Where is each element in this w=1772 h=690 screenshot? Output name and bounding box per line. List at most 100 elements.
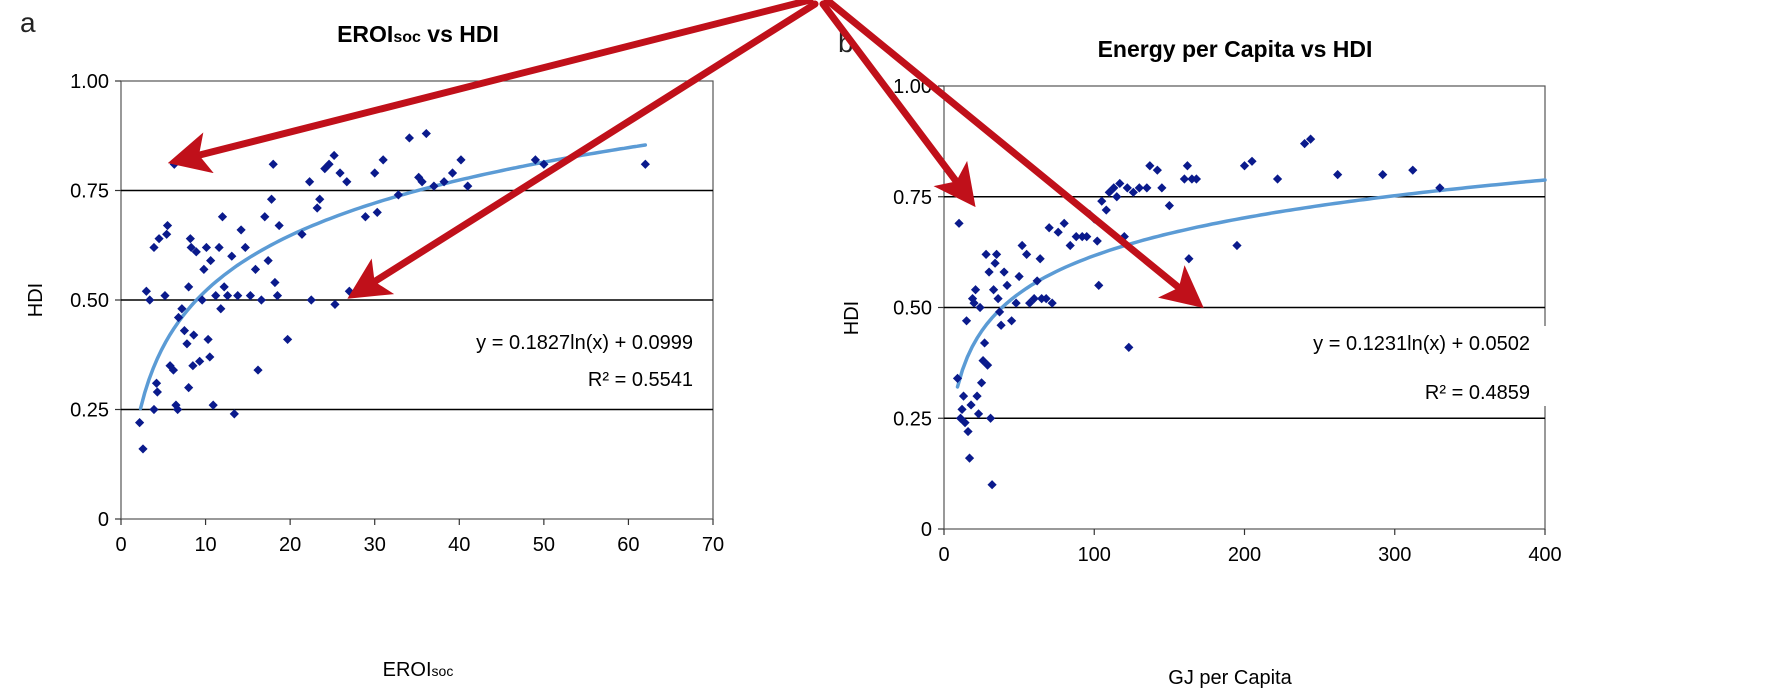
equation-box-b [1238, 326, 1548, 406]
data-point-a [330, 299, 340, 309]
data-point-a [186, 242, 196, 253]
data-point-b [1408, 165, 1418, 175]
data-point-b [1300, 138, 1310, 149]
data-point-b [988, 285, 999, 295]
data-point-b [1124, 342, 1134, 352]
data-point-a [429, 181, 439, 191]
data-point-a [439, 177, 449, 187]
data-point-a [324, 159, 334, 169]
data-point-a [404, 133, 414, 143]
x-tick-label-a: 20 [279, 534, 301, 556]
data-point-b [954, 218, 964, 228]
data-point-a [372, 207, 382, 217]
data-point-b [1333, 170, 1343, 180]
data-point-a [149, 404, 159, 415]
data-point-b [1182, 161, 1193, 171]
data-point-a [179, 326, 190, 336]
data-point-b [1035, 254, 1045, 264]
data-point-a [274, 220, 284, 231]
data-point-b [952, 373, 963, 383]
data-point-a [138, 444, 148, 454]
data-point-a [421, 128, 431, 139]
x-tick-label-a: 10 [194, 534, 216, 556]
data-point-a [297, 229, 307, 239]
data-point-a [268, 159, 278, 169]
data-point-a [201, 242, 212, 253]
y-tick-label-b: 0.25 [893, 408, 932, 430]
data-point-b [991, 249, 1002, 259]
data-point-a [184, 383, 194, 393]
data-point-a [189, 330, 199, 340]
data-point-b [966, 400, 976, 410]
data-point-a [417, 177, 427, 187]
data-point-a [342, 177, 352, 187]
data-point-a [171, 400, 181, 410]
data-point-a [272, 291, 283, 301]
x-tick-label-b: 200 [1228, 544, 1261, 566]
data-point-b [987, 480, 997, 490]
y-axis-label-b: HDI [841, 301, 863, 335]
panel-b: Energy per Capita vs HDI 00.250.500.751.… [838, 27, 1562, 689]
data-point-b [1232, 240, 1242, 251]
data-point-a [191, 247, 201, 257]
data-point-a [240, 242, 250, 253]
y-tick-label-a: 0 [98, 509, 109, 531]
data-point-a [173, 312, 184, 323]
data-point-b [985, 413, 996, 423]
data-point-b [1044, 223, 1054, 233]
x-tick-label-a: 40 [448, 534, 470, 556]
data-point-b [996, 320, 1006, 330]
data-point-b [957, 404, 967, 414]
y-tick-label-a: 0.75 [70, 181, 109, 203]
x-axis-label-b: GJ per Capita [1168, 667, 1292, 689]
y-tick-label-b: 0.50 [893, 298, 932, 320]
x-axis-label-a-sub: soc [432, 663, 454, 679]
data-point-a [154, 234, 164, 244]
y-tick-label-b: 0.75 [893, 187, 932, 209]
data-point-b [967, 294, 978, 304]
data-point-b [1184, 254, 1194, 264]
data-point-a [199, 264, 209, 274]
data-point-b [999, 267, 1009, 277]
data-point-a [229, 409, 239, 419]
data-point-b [1115, 178, 1125, 189]
data-point-a [253, 365, 263, 375]
data-point-a [236, 225, 246, 235]
data-point-a [283, 334, 293, 345]
panel-label-a: a [20, 7, 36, 38]
data-point-a [222, 291, 233, 301]
equation-b: y = 0.1231ln(x) + 0.0502 [1313, 333, 1530, 355]
data-point-a [463, 181, 473, 191]
data-point-a [205, 352, 215, 362]
data-point-b [969, 298, 979, 308]
x-axis-label-a-main: EROI [383, 659, 432, 681]
data-point-b [963, 426, 973, 437]
data-point-b [1071, 232, 1081, 242]
data-point-b [1239, 161, 1250, 171]
data-point-b [978, 356, 988, 366]
data-point-a [216, 304, 226, 314]
data-point-a [530, 155, 540, 165]
data-point-a [217, 212, 228, 222]
arrow-to-mid-eroi-outlier [347, 0, 819, 299]
data-point-b [1014, 271, 1024, 282]
x-tick-label-a: 50 [533, 534, 555, 556]
x-tick-label-b: 400 [1528, 544, 1561, 566]
data-point-b [1053, 227, 1063, 237]
data-point-a [233, 291, 243, 301]
data-point-a [315, 194, 325, 204]
arrow-to-high-energy-outlier [823, 0, 1204, 308]
data-point-b [990, 258, 1000, 268]
data-point-b [1094, 280, 1104, 290]
data-point-b [1122, 183, 1132, 193]
data-point-a [211, 291, 221, 301]
annotation-arrows [167, 0, 1204, 308]
x-tick-label-a: 30 [364, 534, 386, 556]
data-point-b [1029, 294, 1039, 304]
data-point-b [1164, 201, 1174, 211]
y-axis-label-a: HDI [25, 283, 47, 317]
data-point-b [1142, 183, 1152, 193]
data-point-b [1065, 240, 1075, 251]
data-point-a [206, 255, 216, 266]
